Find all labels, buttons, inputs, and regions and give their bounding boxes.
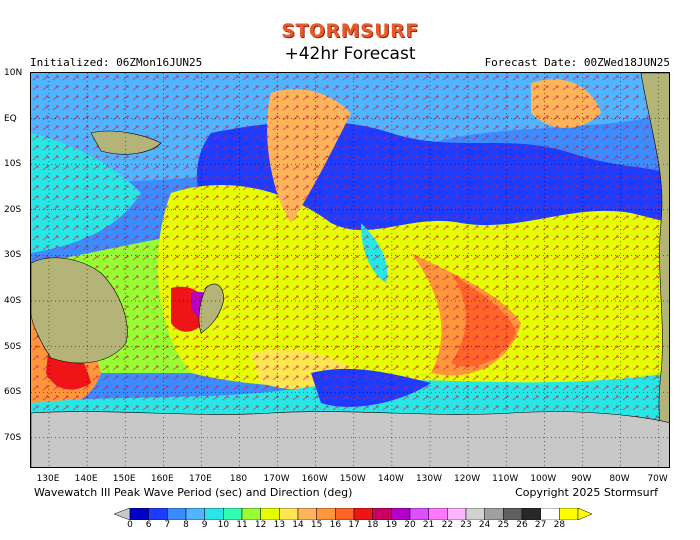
scale-label: 24 bbox=[478, 520, 491, 530]
scale-min-arrow bbox=[114, 508, 131, 520]
scale-swatch bbox=[185, 508, 205, 520]
lon-label: 170E bbox=[188, 474, 212, 484]
scale-label: 19 bbox=[385, 520, 398, 530]
map-canvas bbox=[31, 73, 669, 467]
scale-swatch bbox=[409, 508, 429, 520]
scale-label: 16 bbox=[329, 520, 342, 530]
scale-label: 7 bbox=[164, 520, 171, 530]
lon-label: 130E bbox=[36, 474, 60, 484]
lat-label: 60S bbox=[4, 387, 22, 398]
antarctica-ice bbox=[31, 411, 669, 467]
scale-swatch bbox=[204, 508, 224, 520]
lat-label: 10N bbox=[4, 68, 23, 78]
scale-label: 20 bbox=[404, 520, 416, 530]
scale-swatch bbox=[260, 508, 280, 520]
lat-label: 10S bbox=[4, 159, 22, 170]
lon-label: 90W bbox=[571, 474, 592, 484]
scale-label: 9 bbox=[201, 520, 208, 530]
new-guinea-landmass bbox=[90, 130, 162, 155]
new-zealand-landmass bbox=[198, 283, 224, 334]
lon-label: 150W bbox=[339, 474, 366, 484]
lon-label: 70W bbox=[647, 474, 668, 484]
initialized-label: Initialized: 06ZMon16JUN25 bbox=[30, 56, 203, 69]
lat-label: 70S bbox=[4, 432, 22, 443]
scale-swatch bbox=[223, 508, 243, 520]
map-description: Wavewatch III Peak Wave Period (sec) and… bbox=[34, 486, 353, 499]
scale-swatch bbox=[279, 508, 299, 520]
lat-label: 20S bbox=[4, 204, 22, 215]
lon-label: 80W bbox=[609, 474, 630, 484]
scale-swatch bbox=[335, 508, 355, 520]
lon-label: 100W bbox=[530, 474, 557, 484]
scale-label: 26 bbox=[516, 520, 528, 530]
scale-swatch bbox=[484, 508, 504, 520]
lon-label: 140E bbox=[74, 474, 98, 484]
forecast-date-label: Forecast Date: 00ZWed18JUN25 bbox=[484, 56, 670, 69]
scale-label: 11 bbox=[236, 520, 248, 530]
scale-swatch bbox=[428, 508, 448, 520]
scale-max-arrow bbox=[577, 508, 592, 520]
copyright-label: Copyright 2025 Stormsurf bbox=[515, 486, 658, 499]
lon-label: 180 bbox=[229, 474, 248, 484]
scale-swatch bbox=[129, 508, 149, 520]
scale-label: 18 bbox=[366, 520, 379, 530]
scale-label: 15 bbox=[310, 520, 323, 530]
scale-swatch bbox=[503, 508, 523, 520]
australia-landmass bbox=[31, 257, 128, 364]
scale-label: 23 bbox=[460, 520, 472, 530]
lon-label: 150E bbox=[112, 474, 136, 484]
scale-label: 27 bbox=[534, 520, 547, 530]
scale-swatch bbox=[353, 508, 373, 520]
lon-label: 160W bbox=[301, 474, 328, 484]
color-scale bbox=[114, 508, 592, 520]
scale-label: 6 bbox=[145, 520, 152, 530]
scale-label: 14 bbox=[292, 520, 304, 530]
scale-swatch bbox=[559, 508, 579, 520]
lon-label: 130W bbox=[415, 474, 443, 484]
wave-period-map bbox=[30, 72, 670, 468]
scale-swatch bbox=[372, 508, 392, 520]
scale-label: 17 bbox=[348, 520, 360, 530]
lat-label: 40S bbox=[4, 296, 22, 306]
lon-label: 120W bbox=[454, 474, 481, 484]
scale-swatch bbox=[391, 508, 411, 520]
scale-label: 12 bbox=[254, 520, 267, 530]
scale-swatch bbox=[521, 508, 541, 520]
lon-label: 110W bbox=[492, 474, 519, 484]
lat-label: EQ bbox=[4, 113, 17, 124]
lon-label: 160E bbox=[150, 474, 174, 484]
scale-label: 8 bbox=[183, 520, 189, 530]
scale-swatch bbox=[241, 508, 261, 520]
forecast-title: +42hr Forecast bbox=[284, 44, 416, 64]
scale-label: 10 bbox=[217, 520, 230, 530]
scale-label: 0 bbox=[127, 520, 133, 530]
stormsurf-logo: STORMSURF bbox=[281, 20, 419, 42]
scale-label: 28 bbox=[553, 520, 566, 530]
lat-lon-grid bbox=[31, 73, 669, 467]
scale-swatch bbox=[465, 508, 485, 520]
lat-label: 30S bbox=[4, 250, 22, 261]
lon-label: 140W bbox=[377, 474, 404, 484]
scale-label: 25 bbox=[497, 520, 510, 530]
lon-label: 170W bbox=[263, 474, 290, 484]
color-scale-bar bbox=[114, 508, 592, 520]
scale-swatch bbox=[447, 508, 467, 520]
color-scale-labels: 0 6 7 8 9 10 11 12 13 14 15 16 17 18 19 20 21 22 23 24 25 26 2… bbox=[127, 520, 578, 532]
scale-swatch bbox=[540, 508, 560, 520]
scale-swatch bbox=[148, 508, 168, 520]
scale-label: 21 bbox=[422, 520, 435, 530]
scale-label: 22 bbox=[441, 520, 454, 530]
scale-swatch bbox=[316, 508, 336, 520]
lat-label: 50S bbox=[4, 341, 22, 352]
scale-label: 13 bbox=[273, 520, 286, 530]
scale-swatch bbox=[167, 508, 187, 520]
scale-swatch bbox=[297, 508, 317, 520]
